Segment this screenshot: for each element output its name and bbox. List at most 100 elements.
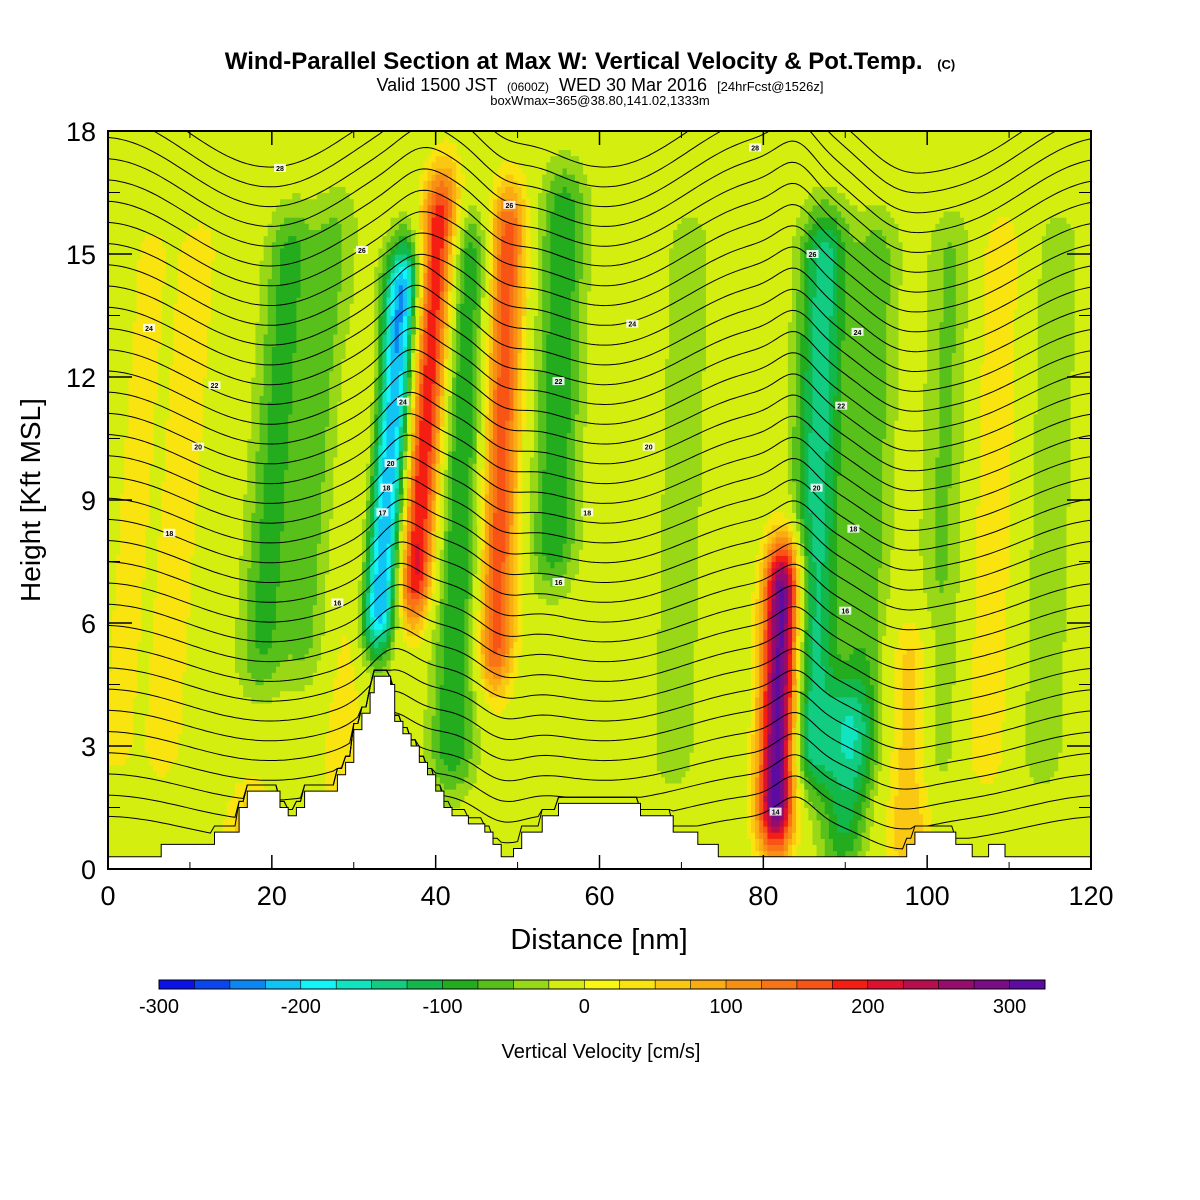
velocity-cell (472, 635, 478, 643)
velocity-cell (407, 586, 412, 593)
velocity-cell (812, 364, 830, 372)
velocity-cell (390, 340, 396, 347)
velocity-cell (660, 579, 699, 587)
velocity-cell (468, 493, 474, 501)
velocity-cell (394, 567, 400, 575)
velocity-cell (386, 567, 392, 575)
velocity-cell (529, 456, 539, 464)
velocity-cell (787, 844, 793, 852)
velocity-cell (357, 629, 363, 636)
velocity-cell (832, 420, 842, 427)
velocity-cell (894, 469, 924, 476)
velocity-cell (939, 586, 945, 593)
velocity-cell (1037, 346, 1076, 353)
velocity-cell (820, 610, 830, 618)
velocity-cell (837, 610, 879, 618)
velocity-cell (787, 813, 793, 821)
velocity-cell (320, 524, 330, 532)
velocity-cell (787, 850, 793, 858)
velocity-cell (812, 647, 822, 655)
velocity-cell (480, 524, 486, 532)
velocity-cell (951, 352, 965, 360)
velocity-cell (804, 666, 809, 673)
velocity-cell (759, 604, 764, 612)
velocity-cell (783, 623, 789, 630)
velocity-cell (288, 653, 293, 661)
velocity-cell (374, 530, 379, 538)
velocity-cell (472, 413, 478, 421)
velocity-cell (914, 678, 924, 686)
velocity-cell (484, 346, 490, 353)
velocity-cell (517, 456, 523, 464)
velocity-cell (456, 383, 474, 390)
velocity-cell (804, 844, 818, 852)
velocity-cell (837, 567, 879, 575)
velocity-cell (574, 524, 584, 532)
velocity-cell (1013, 727, 1027, 735)
velocity-cell (407, 340, 412, 347)
velocity-cell (918, 807, 932, 815)
velocity-cell (751, 782, 756, 790)
velocity-cell (763, 801, 769, 809)
velocity-cell (472, 610, 478, 618)
velocity-cell (792, 690, 797, 698)
velocity-cell (427, 543, 433, 550)
velocity-cell (263, 389, 273, 397)
velocity-cell (878, 567, 891, 575)
velocity-cell (259, 426, 269, 433)
velocity-cell (865, 690, 875, 698)
velocity-cell (918, 543, 936, 550)
velocity-cell (161, 512, 195, 520)
velocity-cell (484, 672, 494, 679)
velocity-cell (787, 555, 793, 563)
velocity-cell (128, 389, 158, 397)
velocity-cell (460, 340, 474, 347)
velocity-cell (374, 616, 379, 624)
velocity-cell (366, 420, 371, 427)
velocity-cell (771, 733, 777, 741)
velocity-cell (890, 573, 924, 581)
velocity-cell (218, 567, 240, 575)
velocity-cell (746, 819, 752, 827)
velocity-cell (775, 592, 781, 599)
velocity-cell (771, 684, 777, 692)
velocity-cell (386, 561, 392, 569)
velocity-cell (882, 659, 891, 667)
velocity-cell (443, 653, 465, 661)
velocity-cell (951, 463, 961, 470)
velocity-cell (447, 407, 453, 415)
velocity-cell (886, 604, 900, 612)
velocity-cell (378, 358, 384, 366)
velocity-cell (959, 506, 969, 513)
velocity-cell (415, 333, 420, 341)
velocity-cell (501, 623, 506, 630)
velocity-cell (759, 567, 764, 575)
velocity-cell (255, 333, 265, 341)
velocity-cell (341, 635, 347, 643)
velocity-cell (255, 678, 265, 686)
velocity-cell (771, 604, 777, 612)
velocity-cell (804, 389, 814, 397)
velocity-cell (468, 623, 474, 630)
velocity-cell (570, 407, 580, 415)
velocity-cell (443, 475, 449, 483)
velocity-cell (959, 463, 973, 470)
velocity-cell (439, 561, 445, 569)
velocity-cell (128, 383, 158, 390)
velocity-cell (1017, 604, 1031, 612)
velocity-cell (132, 364, 158, 372)
velocity-cell (214, 684, 244, 692)
velocity-cell (914, 721, 924, 729)
velocity-cell (693, 672, 732, 679)
velocity-cell (751, 684, 756, 692)
velocity-cell (456, 444, 474, 452)
velocity-cell (873, 739, 879, 747)
velocity-cell (505, 481, 510, 489)
velocity-cell (660, 604, 699, 612)
velocity-cell (443, 543, 449, 550)
velocity-cell (812, 420, 830, 427)
velocity-cell (566, 444, 576, 452)
velocity-cell (792, 659, 797, 667)
velocity-cell (759, 536, 769, 544)
velocity-cell (787, 702, 793, 710)
